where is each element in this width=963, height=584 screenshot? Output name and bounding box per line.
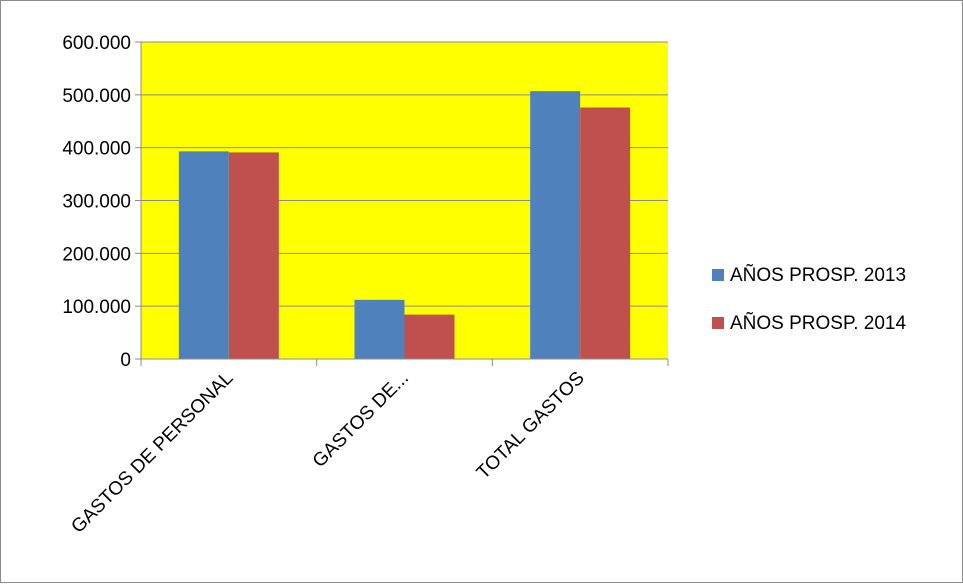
bar-series1-cat2 xyxy=(580,107,631,359)
bar-series0-cat0 xyxy=(178,151,229,359)
bar-series0-cat2 xyxy=(530,91,581,359)
legend: AÑOS PROSP. 2013 AÑOS PROSP. 2014 xyxy=(712,264,906,334)
legend-label-1: AÑOS PROSP. 2014 xyxy=(730,312,906,334)
x-tick-label-1: GASTOS DE... xyxy=(309,368,413,472)
x-tick-label-0: GASTOS DE PERSONAL xyxy=(67,368,237,538)
legend-swatch-1 xyxy=(712,317,724,329)
bar-series1-cat1 xyxy=(404,314,455,359)
y-tick-label-4: 400.000 xyxy=(62,139,131,160)
x-tick-labels: GASTOS DE PERSONAL GASTOS DE... TOTAL GAST… xyxy=(67,368,588,538)
axes xyxy=(135,41,669,366)
x-tick-label-2: TOTAL GASTOS xyxy=(473,368,589,484)
y-tick-label-3: 300.000 xyxy=(62,192,131,213)
y-tick-label-6: 600.000 xyxy=(62,33,131,54)
bars xyxy=(178,91,631,359)
y-tick-labels: 0 100.000 200.000 300.000 400.000 500.000 600.… xyxy=(62,33,131,371)
y-tick-label-2: 200.000 xyxy=(62,244,131,265)
bar-series0-cat1 xyxy=(354,299,405,359)
legend-swatch-0 xyxy=(712,269,724,281)
y-tick-label-0: 0 xyxy=(120,350,131,371)
bar-series1-cat0 xyxy=(228,152,279,359)
legend-label-0: AÑOS PROSP. 2013 xyxy=(730,264,906,286)
y-tick-label-5: 500.000 xyxy=(62,86,131,107)
y-tick-label-1: 100.000 xyxy=(62,297,131,318)
